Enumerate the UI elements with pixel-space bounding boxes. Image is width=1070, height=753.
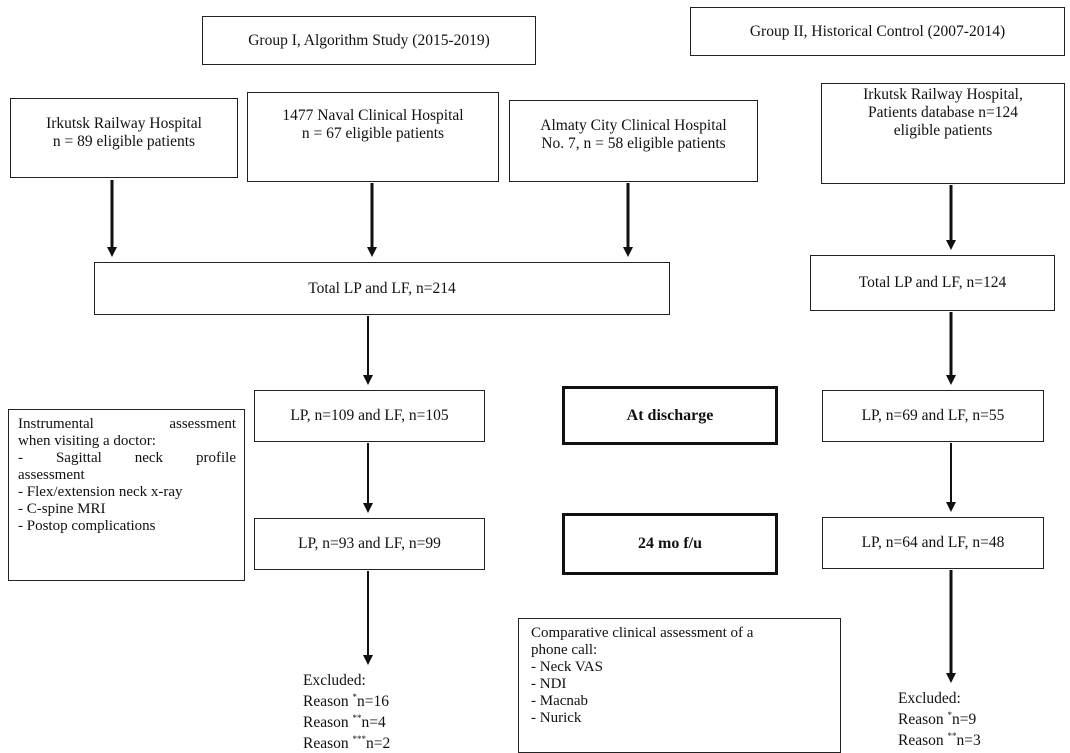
group2-excluded: Excluded: Reason *n=9 Reason **n=3 — [898, 690, 981, 749]
group1-discharge-box: LP, n=109 and LF, n=105 — [254, 390, 485, 442]
comparative-item-macnab: - Macnab — [531, 693, 589, 709]
instrumental-dash: - — [18, 450, 23, 466]
group2-title: Group II, Historical Control (2007-2014) — [749, 22, 1006, 40]
group1-excluded-reason-3: Reason ***n=2 — [303, 731, 390, 752]
reason-value: n=3 — [956, 732, 981, 750]
reason-label: Reason — [303, 693, 349, 711]
reason-label: Reason — [898, 711, 944, 729]
reason-mark: ** — [947, 731, 957, 742]
site-irkutsk-line2: n = 89 eligible patients — [52, 133, 196, 150]
site-box-naval: 1477 Naval Clinical Hospital n = 67 elig… — [247, 92, 499, 182]
group1-excluded-heading: Excluded: — [303, 672, 366, 689]
group1-total: Total LP and LF, n=214 — [308, 279, 456, 297]
instrumental-item-mri: - C-spine MRI — [18, 501, 106, 517]
instrumental-line1a: Instrumental — [18, 416, 94, 432]
site-naval-line2: n = 67 eligible patients — [301, 125, 445, 142]
instrumental-word-profile: profile — [196, 450, 236, 466]
site-group2-line3: eligible patients — [893, 122, 993, 139]
comparative-item-ndi: - NDI — [531, 676, 567, 692]
reason-mark: ** — [352, 713, 362, 724]
group1-total-box: Total LP and LF, n=214 — [94, 262, 670, 315]
instrumental-item-xray: - Flex/extension neck x-ray — [18, 484, 183, 500]
instrumental-assessment-box: Instrumental assessment when visiting a … — [8, 409, 245, 581]
group2-followup: LP, n=64 and LF, n=48 — [861, 534, 1005, 551]
followup-box: 24 mo f/u — [562, 513, 778, 575]
instrumental-line2: when visiting a doctor: — [18, 433, 156, 449]
group2-total-box: Total LP and LF, n=124 — [810, 255, 1055, 311]
instrumental-word-sagittal: Sagittal — [55, 450, 102, 466]
group1-discharge: LP, n=109 and LF, n=105 — [290, 407, 449, 424]
group2-excluded-reason-1: Reason *n=9 — [898, 707, 981, 728]
group1-followup-box: LP, n=93 and LF, n=99 — [254, 518, 485, 570]
comparative-line2: phone call: — [531, 642, 598, 658]
group2-title-box: Group II, Historical Control (2007-2014) — [690, 7, 1065, 56]
reason-value: n=2 — [366, 735, 391, 753]
site-box-group2: Irkutsk Railway Hospital, Patients datab… — [821, 83, 1065, 184]
site-group2-line1: Irkutsk Railway Hospital, — [863, 86, 1023, 103]
site-group2-line2: Patients database n=124 — [868, 104, 1018, 121]
group2-excluded-reason-2: Reason **n=3 — [898, 728, 981, 749]
group1-title: Group I, Algorithm Study (2015-2019) — [248, 31, 490, 49]
comparative-item-vas: - Neck VAS — [531, 659, 603, 675]
instrumental-word-neck: neck — [134, 450, 164, 466]
site-box-irkutsk: Irkutsk Railway Hospital n = 89 eligible… — [10, 98, 238, 178]
instrumental-line1: Instrumental assessment — [18, 416, 236, 433]
group2-excluded-heading: Excluded: — [898, 690, 961, 707]
group1-title-box: Group I, Algorithm Study (2015-2019) — [202, 16, 536, 65]
reason-mark: * — [352, 692, 358, 702]
group1-followup: LP, n=93 and LF, n=99 — [298, 535, 441, 552]
reason-label: Reason — [303, 714, 349, 732]
site-box-almaty: Almaty City Clinical Hospital No. 7, n =… — [509, 100, 758, 182]
instrumental-line1b: assessment — [169, 416, 236, 432]
group1-excluded-reason-2: Reason **n=4 — [303, 710, 390, 731]
site-naval-line1: 1477 Naval Clinical Hospital — [282, 107, 464, 124]
comparative-line1: Comparative clinical assessment of a — [531, 625, 754, 641]
group2-discharge: LP, n=69 and LF, n=55 — [861, 407, 1005, 424]
reason-mark: *** — [352, 734, 367, 745]
reason-label: Reason — [303, 735, 349, 753]
reason-value: n=16 — [357, 693, 390, 711]
instrumental-item-assessment: assessment — [18, 467, 85, 483]
at-discharge-label: At discharge — [626, 406, 714, 424]
site-almaty-line1: Almaty City Clinical Hospital — [540, 117, 727, 134]
group2-followup-box: LP, n=64 and LF, n=48 — [822, 517, 1044, 569]
comparative-assessment-box: Comparative clinical assessment of a pho… — [518, 618, 841, 753]
group1-excluded: Excluded: Reason *n=16 Reason **n=4 Reas… — [303, 672, 390, 752]
reason-value: n=9 — [952, 711, 977, 729]
group2-total: Total LP and LF, n=124 — [858, 274, 1007, 291]
instrumental-item-sagittal: - Sagittal neck profile — [18, 450, 236, 467]
group2-discharge-box: LP, n=69 and LF, n=55 — [822, 390, 1044, 442]
instrumental-item-complications: - Postop complications — [18, 518, 156, 534]
followup-label: 24 mo f/u — [638, 535, 702, 552]
site-irkutsk-line1: Irkutsk Railway Hospital — [46, 115, 202, 132]
reason-value: n=4 — [361, 714, 386, 732]
reason-mark: * — [947, 710, 953, 720]
reason-label: Reason — [898, 732, 944, 750]
comparative-item-nurick: - Nurick — [531, 710, 582, 726]
group1-excluded-reason-1: Reason *n=16 — [303, 689, 390, 710]
at-discharge-box: At discharge — [562, 386, 778, 445]
site-almaty-line2: No. 7, n = 58 eligible patients — [541, 135, 726, 152]
